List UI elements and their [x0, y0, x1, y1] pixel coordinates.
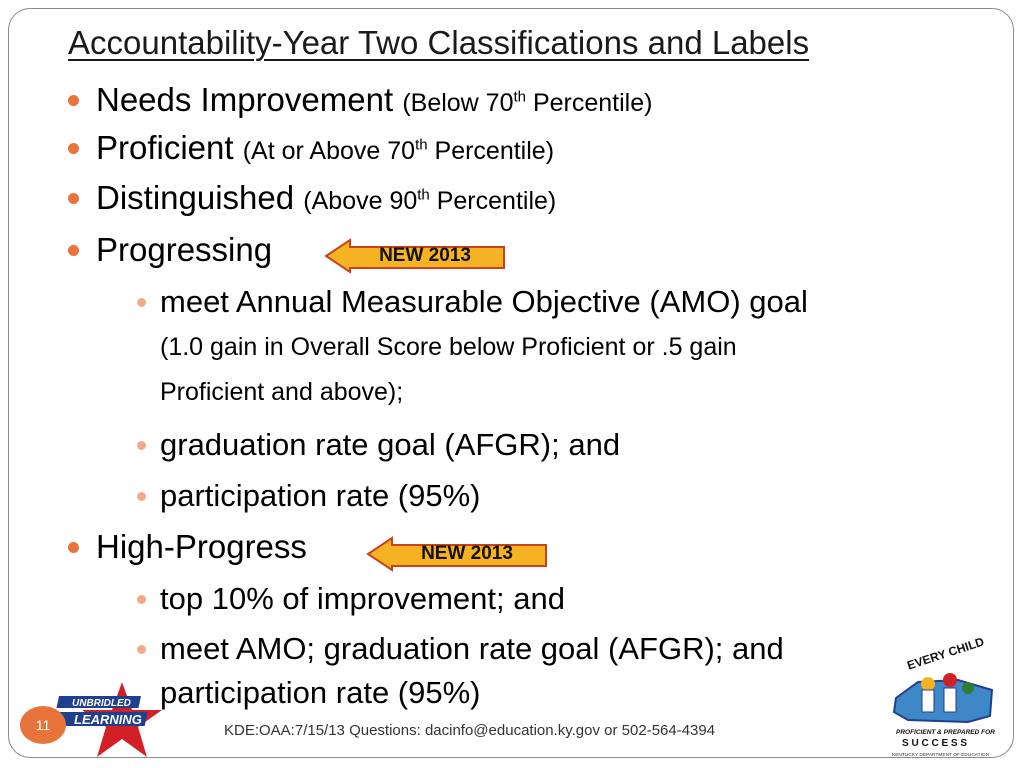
slide-frame [8, 8, 1014, 758]
bullet-qualifier: (Above 90th Percentile) [303, 186, 557, 215]
sub-bullet-dot [137, 441, 146, 450]
bullet-dot [68, 95, 79, 106]
bullet-needs-improvement: Needs Improvement (Below 70th Percentile… [68, 80, 653, 123]
arrow-badge-shape [324, 238, 505, 274]
progressing-item-participation: participation rate (95%) [137, 476, 481, 516]
svg-text:LEARNING: LEARNING [74, 712, 142, 727]
arrow-badge-shape [366, 536, 547, 572]
unbridled-learning-logo: UNBRIDLED LEARNING [52, 682, 172, 767]
bullet-main-text: Progressing [96, 231, 273, 268]
high-progress-item-amo: meet AMO; graduation rate goal (AFGR); a… [137, 629, 784, 669]
bullet-dot [68, 542, 79, 553]
slide-title: Accountability-Year Two Classifications … [68, 24, 810, 61]
bullet-distinguished: Distinguished (Above 90th Percentile) [68, 178, 557, 221]
badge-label: NEW 2013 [379, 245, 471, 266]
bullet-dot [68, 193, 79, 204]
bullet-main-text: High-Progress [96, 528, 307, 565]
svg-text:PROFICIENT & PREPARED FOR: PROFICIENT & PREPARED FOR [896, 729, 995, 736]
bullet-main-text: Proficient [96, 129, 234, 166]
progressing-item-amo: meet Annual Measurable Objective (AMO) g… [137, 282, 808, 322]
bullet-main-text: Distinguished [96, 179, 295, 216]
bullet-high-progress: High-Progress [68, 527, 307, 567]
svg-text:S U C C E S S: S U C C E S S [902, 738, 967, 749]
bullet-proficient: Proficient (At or Above 70th Percentile) [68, 128, 555, 171]
progressing-note-line2: Proficient and above); [160, 378, 404, 406]
sub-bullet-dot [137, 595, 146, 604]
bullet-qualifier: (At or Above 70th Percentile) [242, 136, 555, 165]
badge-label: NEW 2013 [421, 543, 513, 564]
svg-text:UNBRIDLED: UNBRIDLED [72, 698, 131, 709]
sub-bullet-dot [137, 492, 146, 501]
every-child-logo: EVERY CHILD PROFICIENT & PREPARED FOR S … [888, 634, 998, 765]
new-2013-badge-high-progress: NEW 2013 [366, 536, 548, 572]
progressing-item-graduation: graduation rate goal (AFGR); and [137, 425, 620, 465]
page-number-badge: 11 [20, 706, 66, 744]
high-progress-item-top10: top 10% of improvement; and [137, 579, 565, 619]
bullet-qualifier: (Below 70th Percentile) [402, 88, 653, 117]
footer-text: KDE:OAA:7/15/13 Questions: dacinfo@educa… [224, 722, 716, 739]
bullet-main-text: Needs Improvement [96, 81, 394, 118]
bullet-progressing: Progressing [68, 230, 273, 270]
new-2013-badge-progressing: NEW 2013 [324, 238, 506, 274]
sub-bullet-dot [137, 645, 146, 654]
sub-bullet-dot [137, 298, 146, 307]
svg-text:KENTUCKY DEPARTMENT OF EDUCATI: KENTUCKY DEPARTMENT OF EDUCATION [892, 752, 990, 758]
svg-text:EVERY CHILD: EVERY CHILD [905, 636, 986, 673]
bullet-dot [68, 143, 79, 154]
high-progress-continuation: participation rate (95%) [160, 675, 481, 710]
progressing-note-line1: (1.0 gain in Overall Score below Profici… [160, 333, 737, 361]
bullet-dot [68, 245, 79, 256]
